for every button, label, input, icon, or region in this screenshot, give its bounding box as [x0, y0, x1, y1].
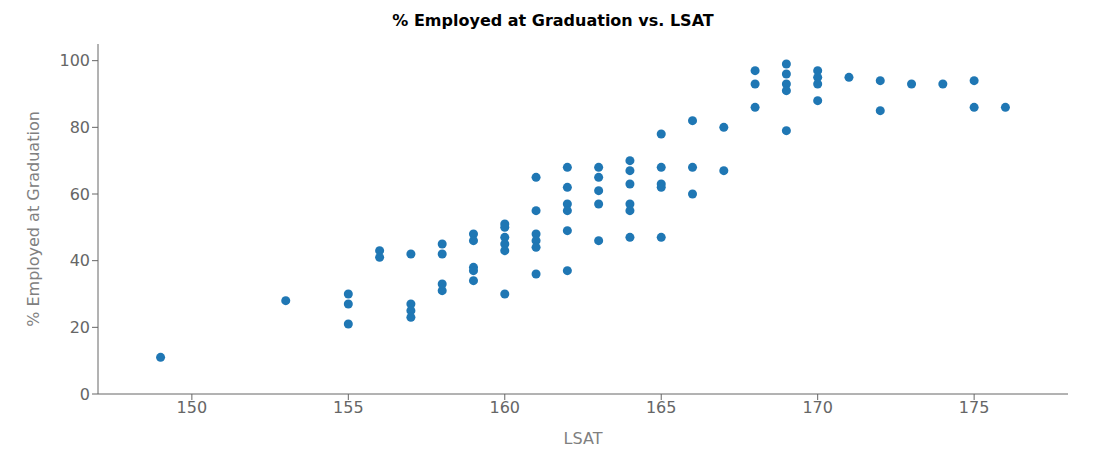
svg-text:20: 20	[70, 318, 90, 337]
svg-text:LSAT: LSAT	[564, 429, 603, 448]
svg-text:60: 60	[70, 185, 90, 204]
svg-text:80: 80	[70, 118, 90, 137]
svg-text:165: 165	[646, 398, 677, 417]
svg-text:160: 160	[490, 398, 521, 417]
svg-text:150: 150	[177, 398, 208, 417]
svg-text:170: 170	[802, 398, 833, 417]
svg-text:40: 40	[70, 251, 90, 270]
svg-text:155: 155	[333, 398, 364, 417]
html-text:% Employed at Graduation vs. L: % Employed at Graduation vs. LSAT	[392, 11, 714, 30]
svg-text:% Employed at Graduation: % Employed at Graduation	[24, 111, 43, 327]
svg-text:175: 175	[959, 398, 990, 417]
svg-text:100: 100	[59, 51, 90, 70]
svg-text:0: 0	[80, 385, 90, 404]
